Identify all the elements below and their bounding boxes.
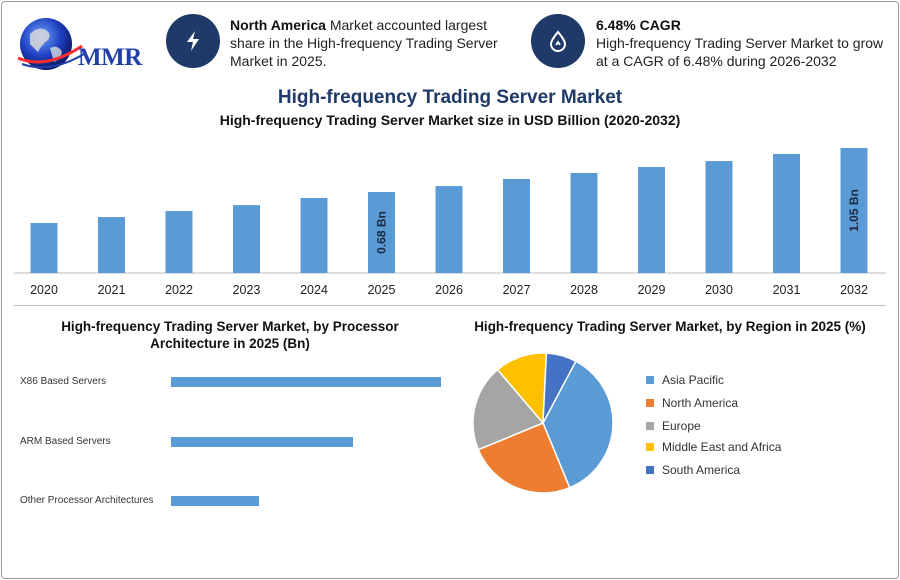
x-tick-2028: 2028 (570, 283, 598, 297)
kpi-region-desc: Market accounted largest share in the Hi… (230, 17, 498, 69)
x-tick-2030: 2030 (705, 283, 733, 297)
x-tick-2022: 2022 (165, 283, 193, 297)
processor-chart-title: High-frequency Trading Server Market, by… (61, 319, 399, 351)
data-label-2032: 1.05 Bn (847, 189, 861, 232)
bar-2026 (435, 186, 463, 273)
legend-item: Europe (646, 419, 701, 433)
bar-2025 (368, 192, 395, 273)
processor-bar (171, 496, 259, 506)
logo-text: MMR (78, 44, 142, 71)
mmr-logo: MMR (16, 14, 146, 76)
x-tick-2023: 2023 (233, 283, 261, 297)
processor-bar (171, 437, 354, 447)
globe-icon (17, 18, 85, 70)
bar-2023 (233, 205, 260, 273)
processor-label: ARM Based Servers (20, 436, 111, 447)
legend-label: Europe (662, 419, 701, 433)
kpi-cagr-text: 6.48% CAGR High-frequency Trading Server… (596, 16, 891, 70)
legend-item: North America (646, 396, 738, 410)
x-tick-2020: 2020 (30, 283, 58, 297)
processor-bar (171, 377, 441, 387)
x-tick-2021: 2021 (98, 283, 126, 297)
bar-2028 (570, 172, 598, 273)
kpi-region-text: North America Market accounted largest s… (230, 16, 510, 70)
processor-label: Other Processor Architectures (20, 495, 154, 506)
data-label-2025: 0.68 Bn (375, 211, 389, 254)
legend-item: Asia Pacific (646, 373, 724, 387)
bar-2024 (300, 197, 328, 273)
bar-2031 (773, 153, 800, 273)
page-title: High-frequency Trading Server Market (277, 87, 623, 108)
legend-label: Middle East and Africa (662, 440, 782, 454)
x-tick-2029: 2029 (638, 283, 666, 297)
legend-swatch (646, 443, 654, 451)
bar-2032 (840, 147, 868, 273)
kpi-region-bold: North America (230, 17, 326, 33)
pie-slice-south-america (542, 352, 577, 424)
pie-slice-asia-pacific (542, 360, 614, 489)
bar-2020 (30, 222, 58, 273)
legend-label: Asia Pacific (662, 373, 725, 387)
kpi-cagr-bold: 6.48% CAGR (596, 17, 681, 33)
x-tick-2031: 2031 (773, 283, 801, 297)
legend-item: South America (646, 463, 740, 477)
kpi-cagr-desc: High-frequency Trading Server Market to … (596, 35, 884, 69)
legend-label: North America (662, 396, 739, 410)
bar-2030 (705, 161, 733, 273)
x-tick-2024: 2024 (300, 283, 328, 297)
x-tick-2025: 2025 (368, 283, 396, 297)
legend-label: South America (662, 463, 741, 477)
bar-chart-title: High-frequency Trading Server Market siz… (219, 112, 681, 128)
bar-2027 (503, 178, 530, 273)
legend-swatch (646, 466, 654, 474)
bar-2029 (638, 167, 665, 273)
legend-swatch (646, 376, 654, 384)
market-size-bar-chart: 2020 2021 2022 2023 2024 2025 0.68 Bn 2026 2027 2… (14, 147, 886, 297)
x-tick-2026: 2026 (435, 283, 463, 297)
region-pie-chart (472, 352, 614, 494)
legend-swatch (646, 422, 654, 430)
processor-label: X86 Based Servers (20, 376, 107, 387)
legend-item: Middle East and Africa (646, 440, 781, 454)
bar-2021 (98, 217, 125, 273)
pie-slice-europe (472, 368, 545, 451)
bar-2022 (165, 211, 193, 273)
section-divider (14, 305, 886, 306)
lightning-icon (166, 14, 220, 68)
growth-drop-icon (531, 14, 585, 68)
x-tick-2032: 2032 (840, 283, 868, 297)
legend-swatch (646, 399, 654, 407)
x-tick-2027: 2027 (503, 283, 531, 297)
region-chart-title: High-frequency Trading Server Market, by… (474, 319, 866, 334)
